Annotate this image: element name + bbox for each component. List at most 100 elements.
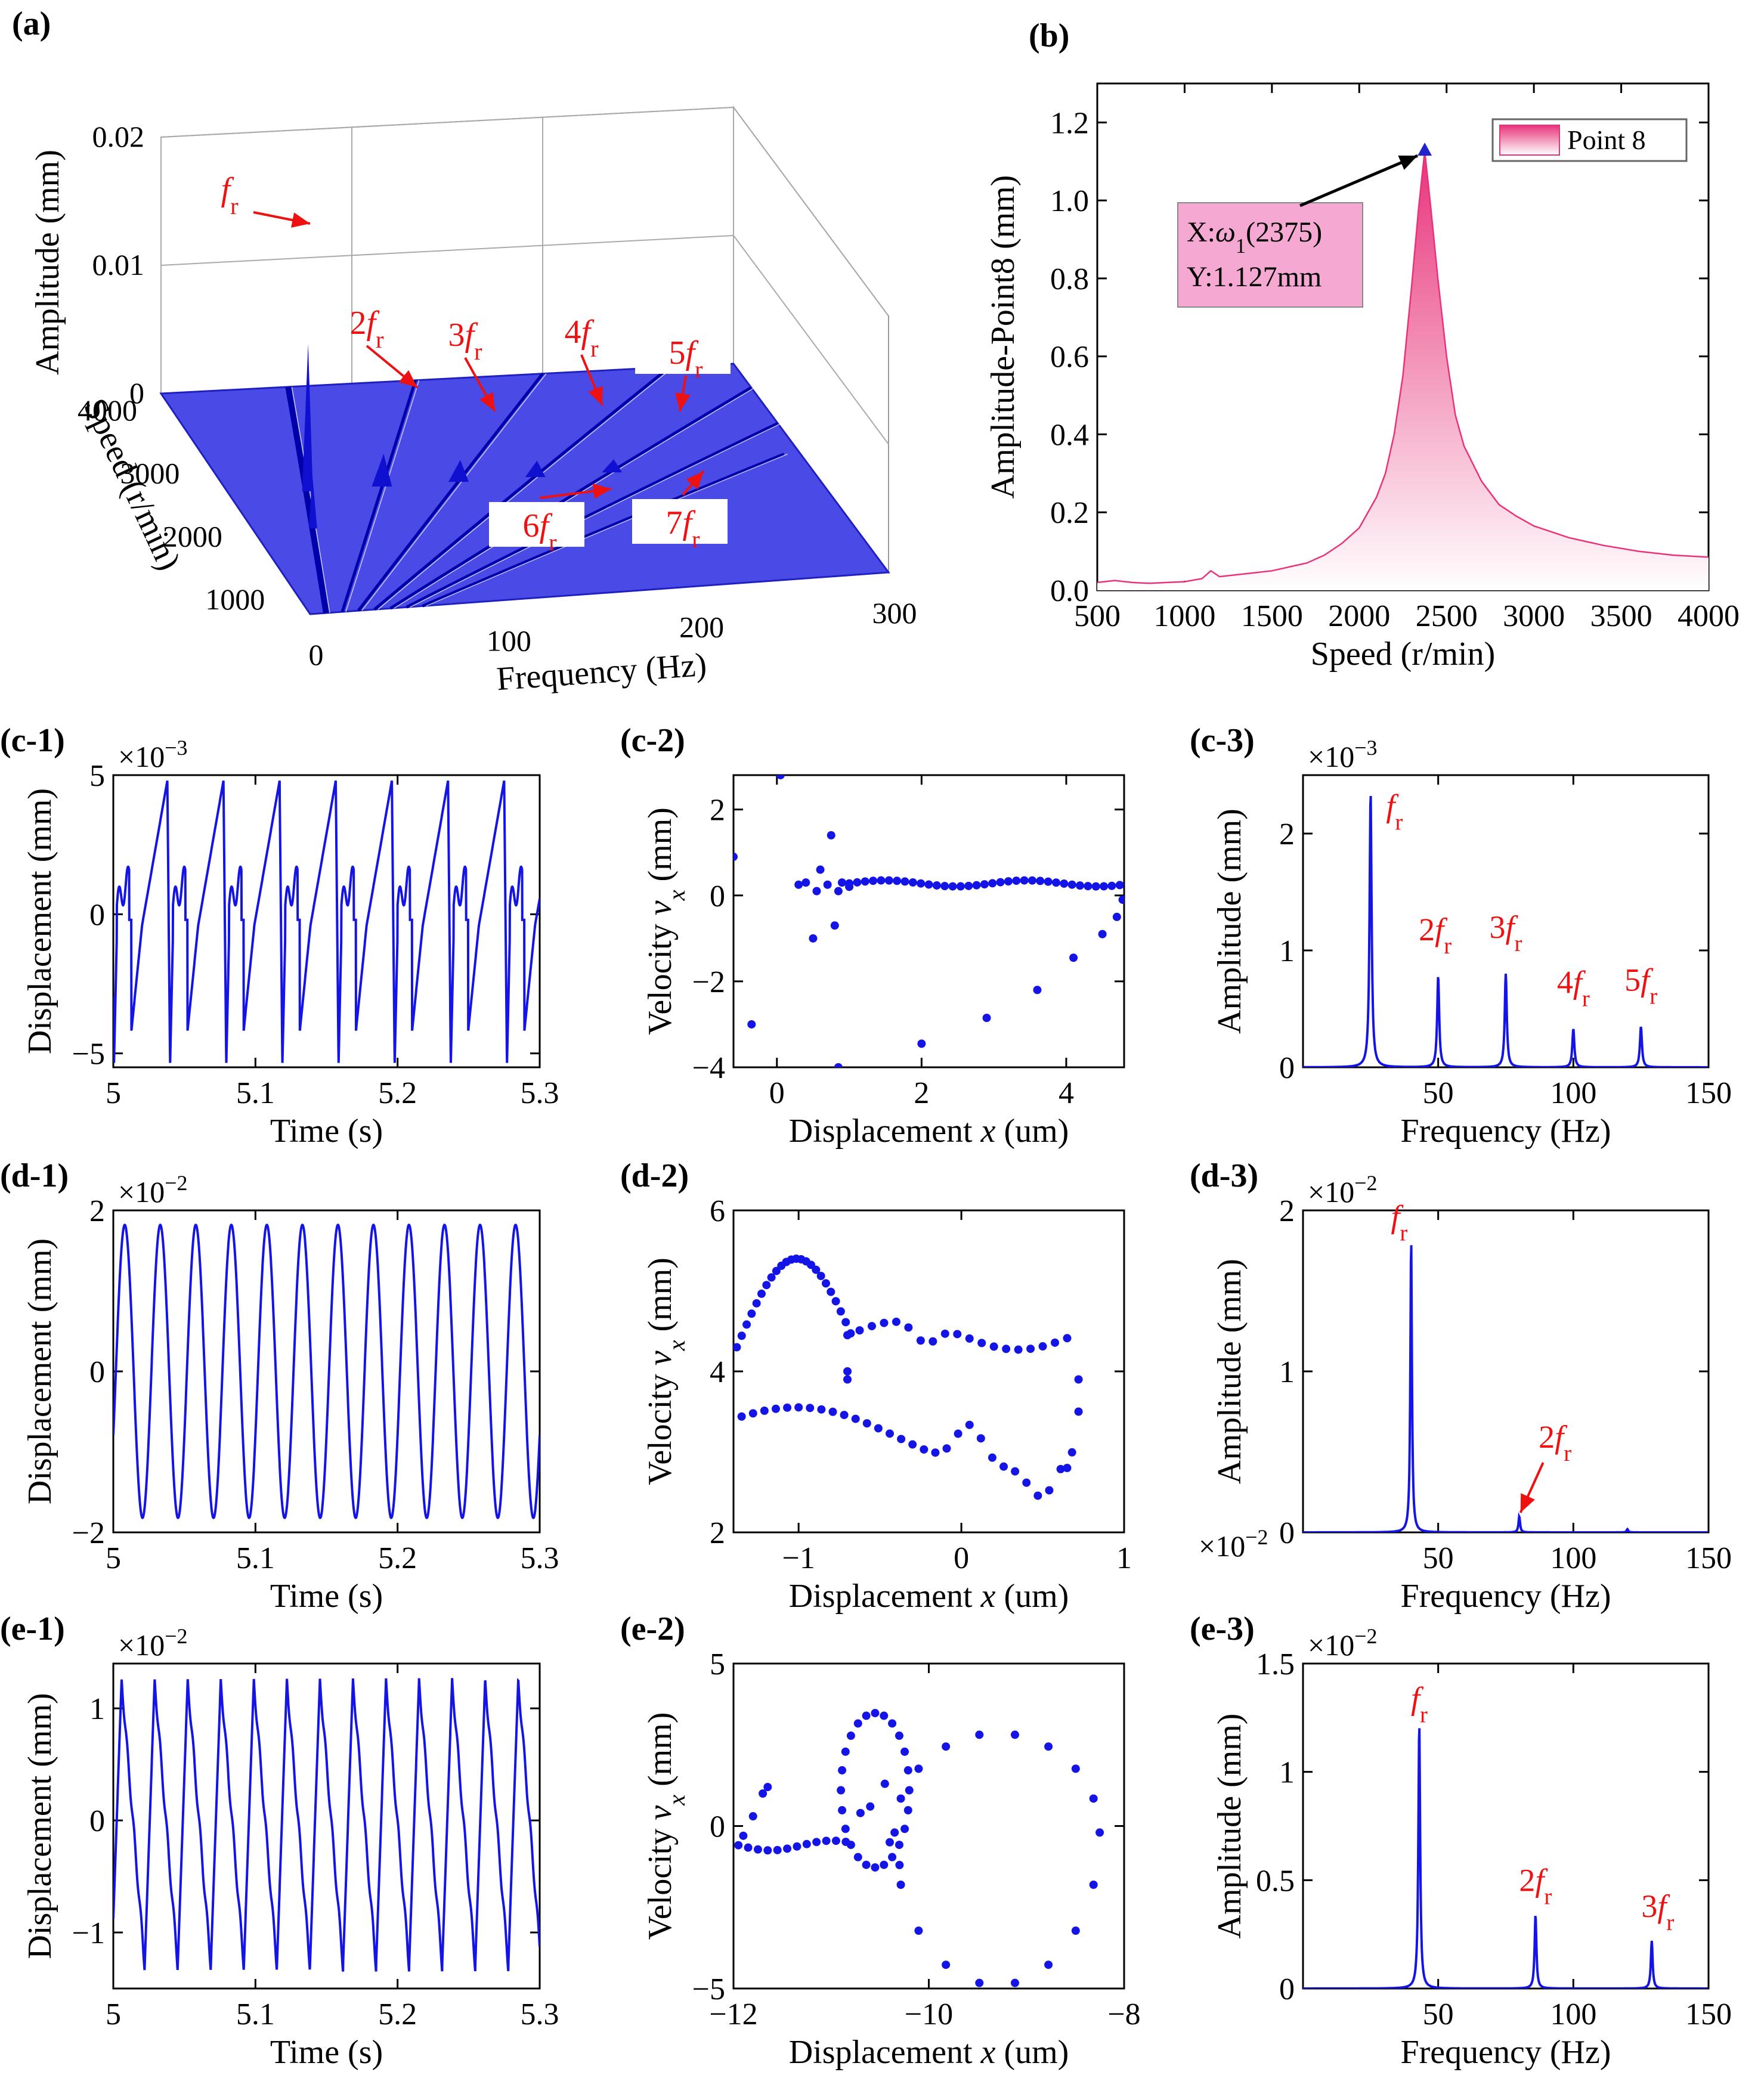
x-tick-label: 4000 [1678, 599, 1740, 633]
phase-point [747, 1020, 756, 1029]
phase-point [980, 880, 989, 889]
phase-point [771, 1404, 780, 1413]
phase-point [831, 1297, 840, 1306]
phase-point [1071, 1764, 1080, 1773]
phase-point [744, 1843, 753, 1852]
x-tick-label: 2 [914, 1076, 929, 1110]
ridge-highlight [410, 423, 782, 608]
phase-point [840, 1411, 849, 1420]
y-tick-label: 0 [710, 879, 725, 913]
y-tick-label: 1.5 [1256, 1647, 1295, 1681]
x-tick-label: 3000 [1503, 599, 1565, 633]
phase-point [843, 1367, 852, 1376]
panel-label: (a) [12, 5, 51, 42]
panel-label: (c-2) [620, 722, 685, 759]
peak-marker [1418, 143, 1432, 156]
phase-point [1036, 876, 1045, 885]
phase-point [817, 1405, 826, 1414]
z-tick-label: 0 [129, 376, 144, 410]
y-axis-label: Displacement (mm) [21, 788, 58, 1054]
phase-point [831, 1836, 840, 1845]
x-axis-label: Frequency (Hz) [1401, 1113, 1611, 1150]
harmonic-ridge-7 [422, 453, 785, 608]
axis-exponent: ×10−2 [118, 1624, 188, 1662]
phase-point [734, 1343, 741, 1352]
x-tick-label: 2500 [1416, 599, 1478, 633]
x-tick-label: 5 [106, 1997, 121, 2031]
phase-point [794, 880, 803, 889]
phase-point [982, 1014, 991, 1023]
phase-point [1107, 881, 1116, 890]
phase-point [757, 1289, 766, 1298]
phase-point [866, 1802, 875, 1811]
x-axis-label: Frequency (Hz) [1401, 1578, 1611, 1615]
x-tick-label: −10 [905, 1997, 953, 2031]
phase-point [822, 1836, 831, 1845]
harmonic-annotation: 4fr [565, 314, 599, 362]
phase-point [1112, 912, 1121, 921]
phase-point [812, 1838, 821, 1847]
ridge-highlight [345, 380, 420, 612]
phase-point [816, 865, 825, 874]
panel-e-1: 5 5.1 5.2 5.3 −1 0 1 Time (s) Displacement (mm) ×… [0, 1610, 559, 2071]
grid-line [160, 107, 734, 138]
phase-point [827, 831, 835, 840]
phase-point [861, 877, 869, 886]
z-tick-label: 0.01 [92, 248, 145, 281]
phase-point [989, 1342, 998, 1351]
y-tick-label: 4 [710, 1355, 725, 1389]
phase-point [877, 876, 886, 885]
phase-point [977, 1339, 986, 1348]
y-tick-label: 5 [710, 1647, 725, 1681]
x-tick-label: 300 [872, 596, 917, 630]
phase-point [904, 1323, 913, 1332]
waterfall-floor [159, 363, 890, 615]
grid-line [733, 107, 889, 317]
ridge-highlight [361, 373, 547, 611]
x-tick-label: 5.1 [236, 1076, 275, 1110]
phase-point [900, 1747, 909, 1756]
phase-point [1056, 1464, 1065, 1473]
x-axis-label: Time (s) [270, 1113, 383, 1150]
datatip-x: X:ω1(2375) [1187, 216, 1322, 258]
phase-point [752, 1299, 761, 1308]
phase-point [975, 1730, 984, 1739]
y-axis-label: Amplitude (mm) [1211, 1714, 1248, 1939]
phase-point [748, 1812, 757, 1821]
phase-point [802, 1839, 811, 1848]
phase-point [1026, 1345, 1035, 1353]
x-tick-label: 5 [106, 1076, 121, 1110]
x-tick-label: 0 [309, 638, 324, 671]
harmonic-ridge-5 [389, 386, 752, 610]
phase-point [843, 1331, 852, 1340]
x-tick-label: 150 [1685, 1076, 1732, 1110]
phase-point [914, 1764, 923, 1773]
y-tick-label: 2000 [163, 519, 222, 553]
phase-point [806, 1404, 815, 1413]
legend-swatch [1499, 125, 1560, 156]
x-tick-label: 5 [106, 1541, 121, 1575]
phase-point [846, 1732, 855, 1740]
axis-exponent: ×10−2 [1308, 1171, 1378, 1209]
phase-point [862, 1711, 871, 1720]
phase-point [903, 1766, 912, 1775]
annotation-arrow-head [1520, 1493, 1535, 1513]
phase-point [942, 1960, 951, 1969]
x-tick-label: −1 [782, 1541, 815, 1575]
x-axis-label: Displacement x (um) [789, 1113, 1069, 1150]
y-tick-label: −2 [692, 965, 725, 999]
y-tick-label: 1.0 [1050, 184, 1089, 218]
phase-point [895, 1860, 904, 1869]
ridge-highlight [377, 366, 674, 610]
harmonic-ridge-3 [357, 373, 544, 612]
phase-point [851, 1414, 860, 1423]
phase-point [893, 876, 902, 885]
phase-point [1012, 876, 1021, 885]
phase-point [742, 1320, 751, 1329]
x-tick-label: 3500 [1590, 599, 1652, 633]
spectrum-line [1303, 1245, 1709, 1532]
phase-point [886, 1838, 894, 1847]
phase-point [892, 1317, 900, 1326]
phase-point [942, 1742, 951, 1751]
